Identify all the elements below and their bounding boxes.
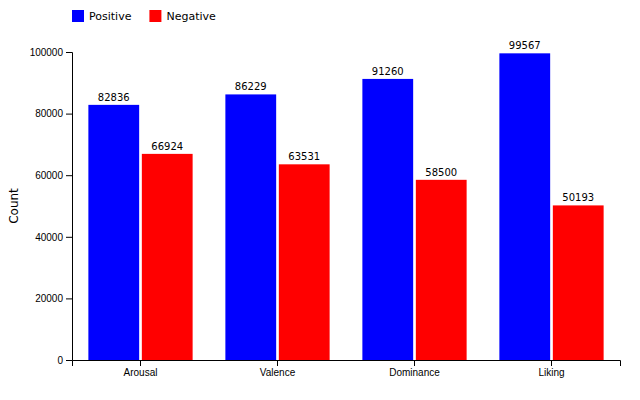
y-tick-label: 100000 — [30, 47, 64, 58]
bar — [279, 164, 330, 360]
x-tick-mark — [277, 360, 278, 366]
y-axis-line — [66, 53, 73, 361]
bar — [499, 53, 550, 360]
x-tick: Liking — [538, 360, 564, 378]
y-tick: 20000 — [35, 293, 72, 304]
x-tick-label: Valence — [260, 367, 296, 378]
bar — [88, 105, 139, 360]
data-label: 86229 — [235, 81, 267, 92]
chart: 82836 86229 91260 99567 66924 63531 58500 50193… — [0, 0, 640, 400]
x-tick: Arousal — [124, 360, 158, 378]
x-tick-mark — [551, 360, 552, 366]
data-label: 63531 — [288, 151, 320, 162]
data-label: 50193 — [562, 192, 594, 203]
legend-label: Negative — [166, 10, 216, 23]
bar — [553, 205, 604, 360]
y-tick: 100000 — [30, 47, 72, 58]
y-axis: 0 20000 40000 60000 80000 100000 — [30, 47, 73, 366]
bar-series — [88, 53, 550, 360]
y-tick-mark — [66, 237, 72, 238]
y-tick-mark — [66, 298, 72, 299]
bar — [142, 154, 193, 360]
x-tick: Valence — [260, 360, 296, 378]
y-tick-mark — [66, 52, 72, 53]
bars — [88, 53, 603, 360]
bar-series — [142, 154, 604, 360]
x-axis-line — [73, 361, 621, 367]
data-label: 99567 — [509, 40, 541, 51]
data-label: 82836 — [98, 92, 130, 103]
bar — [416, 180, 467, 360]
y-tick: 80000 — [35, 108, 72, 119]
y-tick-label: 0 — [57, 355, 63, 366]
x-tick-label: Liking — [538, 367, 564, 378]
y-tick-label: 20000 — [35, 293, 63, 304]
y-tick: 40000 — [35, 232, 72, 243]
data-labels: 82836 86229 91260 99567 66924 63531 58500 50193 — [98, 40, 594, 203]
legend-swatch — [149, 10, 161, 22]
legend: Positive Negative — [72, 10, 216, 23]
y-tick: 0 — [57, 355, 72, 366]
legend-label: Positive — [89, 10, 132, 23]
legend-item: Positive — [72, 10, 132, 23]
x-tick-mark — [414, 360, 415, 366]
y-tick-label: 80000 — [35, 108, 63, 119]
y-tick-mark — [66, 360, 72, 361]
x-tick: Dominance — [389, 360, 440, 378]
bar — [362, 79, 413, 360]
data-label: 66924 — [151, 141, 183, 152]
bar — [225, 94, 276, 360]
y-tick-mark — [66, 175, 72, 176]
legend-item: Negative — [149, 10, 216, 23]
x-tick-mark — [140, 360, 141, 366]
y-tick: 60000 — [35, 170, 72, 181]
y-tick-label: 60000 — [35, 170, 63, 181]
x-axis: Arousal Valence Dominance Liking — [73, 360, 621, 378]
x-tick-label: Dominance — [389, 367, 440, 378]
y-tick-label: 40000 — [35, 232, 63, 243]
x-tick-label: Arousal — [124, 367, 158, 378]
chart-container: 82836 86229 91260 99567 66924 63531 58500 50193… — [0, 0, 640, 400]
y-tick-mark — [66, 114, 72, 115]
data-label: 58500 — [425, 167, 457, 178]
data-label: 91260 — [372, 66, 404, 77]
y-axis-title: Count — [7, 188, 21, 224]
legend-swatch — [72, 10, 84, 22]
